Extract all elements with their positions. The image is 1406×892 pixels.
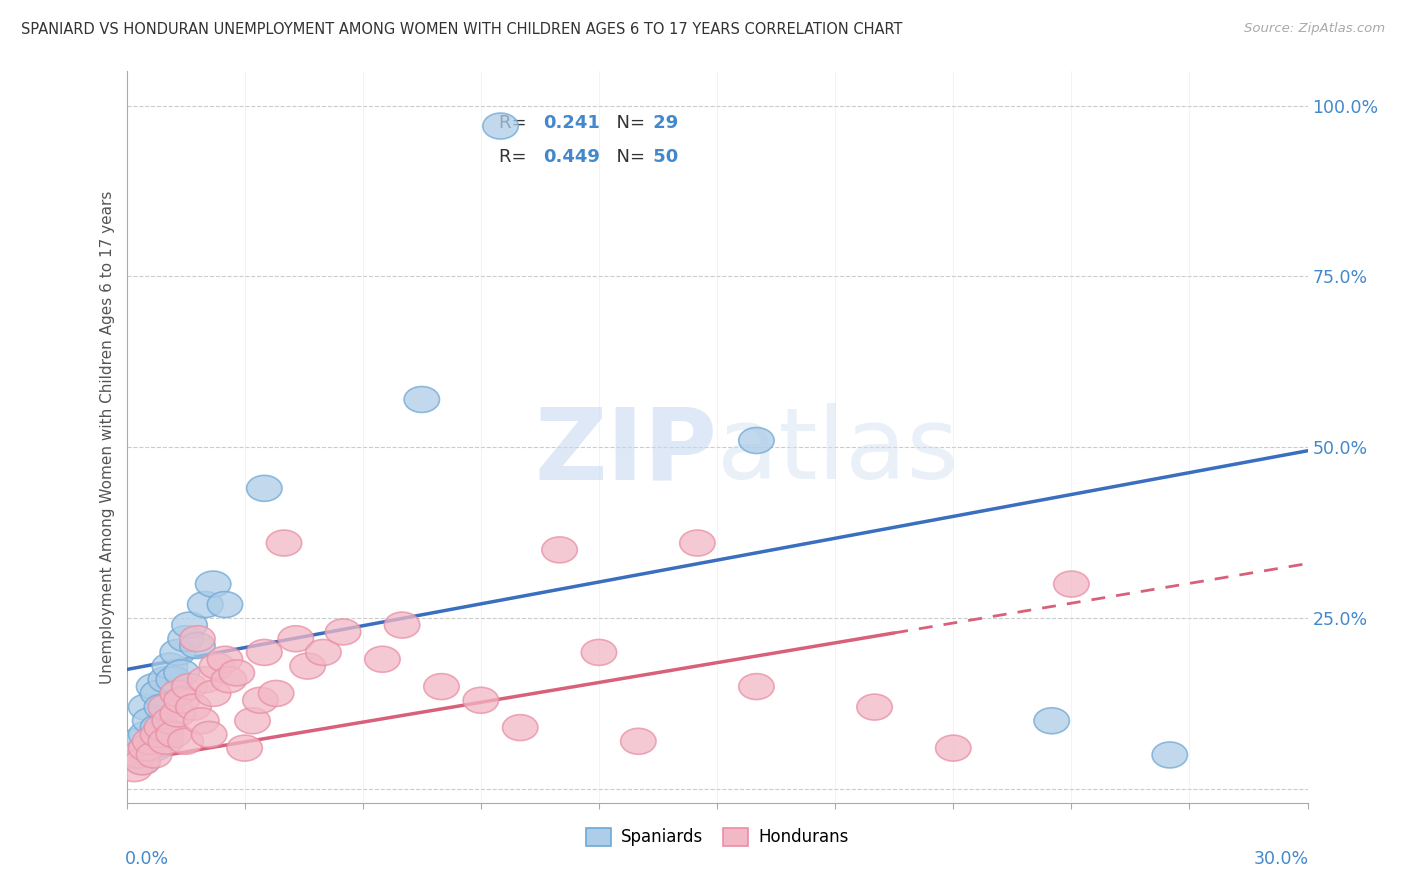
Ellipse shape: [117, 742, 152, 768]
Ellipse shape: [207, 647, 243, 673]
Ellipse shape: [152, 653, 187, 679]
Text: R=: R=: [499, 114, 531, 132]
Ellipse shape: [148, 722, 184, 747]
Text: Source: ZipAtlas.com: Source: ZipAtlas.com: [1244, 22, 1385, 36]
Ellipse shape: [132, 728, 167, 755]
Ellipse shape: [180, 632, 215, 658]
Ellipse shape: [117, 756, 152, 781]
Ellipse shape: [191, 722, 226, 747]
Ellipse shape: [1152, 742, 1188, 768]
Ellipse shape: [1033, 707, 1070, 734]
Ellipse shape: [738, 673, 775, 699]
Ellipse shape: [141, 681, 176, 706]
Ellipse shape: [128, 722, 165, 747]
Ellipse shape: [243, 687, 278, 714]
Ellipse shape: [136, 673, 172, 699]
Ellipse shape: [581, 640, 617, 665]
Ellipse shape: [125, 748, 160, 775]
Text: R=: R=: [499, 148, 531, 166]
Ellipse shape: [364, 647, 401, 673]
Text: ZIP: ZIP: [534, 403, 717, 500]
Ellipse shape: [128, 735, 165, 761]
Ellipse shape: [187, 666, 224, 693]
Text: 0.449: 0.449: [544, 148, 600, 166]
Y-axis label: Unemployment Among Women with Children Ages 6 to 17 years: Unemployment Among Women with Children A…: [100, 190, 115, 684]
Ellipse shape: [290, 653, 325, 679]
Ellipse shape: [176, 694, 211, 720]
Ellipse shape: [502, 714, 538, 740]
Ellipse shape: [167, 626, 204, 652]
Text: 30.0%: 30.0%: [1254, 850, 1309, 868]
Ellipse shape: [541, 537, 578, 563]
Ellipse shape: [195, 571, 231, 597]
Ellipse shape: [148, 728, 184, 755]
Ellipse shape: [141, 714, 176, 740]
Text: 0.241: 0.241: [544, 114, 600, 132]
Ellipse shape: [278, 626, 314, 652]
Ellipse shape: [266, 530, 302, 556]
Ellipse shape: [152, 707, 187, 734]
Ellipse shape: [620, 728, 657, 755]
Ellipse shape: [136, 742, 172, 768]
Ellipse shape: [156, 722, 191, 747]
Ellipse shape: [165, 687, 200, 714]
Ellipse shape: [404, 386, 440, 412]
Ellipse shape: [226, 735, 263, 761]
Ellipse shape: [132, 707, 167, 734]
Ellipse shape: [207, 591, 243, 617]
Text: N=: N=: [605, 148, 645, 166]
Ellipse shape: [180, 626, 215, 652]
Ellipse shape: [121, 742, 156, 768]
Text: N=: N=: [605, 114, 645, 132]
Ellipse shape: [200, 653, 235, 679]
Text: SPANIARD VS HONDURAN UNEMPLOYMENT AMONG WOMEN WITH CHILDREN AGES 6 TO 17 YEARS C: SPANIARD VS HONDURAN UNEMPLOYMENT AMONG …: [21, 22, 903, 37]
Ellipse shape: [423, 673, 460, 699]
Ellipse shape: [679, 530, 716, 556]
Ellipse shape: [195, 681, 231, 706]
Text: 50: 50: [647, 148, 679, 166]
Ellipse shape: [246, 475, 283, 501]
Ellipse shape: [148, 666, 184, 693]
Ellipse shape: [305, 640, 342, 665]
Ellipse shape: [165, 660, 200, 686]
Ellipse shape: [160, 701, 195, 727]
Ellipse shape: [160, 681, 195, 706]
Ellipse shape: [156, 666, 191, 693]
Ellipse shape: [141, 722, 176, 747]
Ellipse shape: [219, 660, 254, 686]
Ellipse shape: [856, 694, 893, 720]
Text: atlas: atlas: [717, 403, 959, 500]
Ellipse shape: [172, 612, 207, 638]
Ellipse shape: [184, 707, 219, 734]
Ellipse shape: [1053, 571, 1090, 597]
Legend: Spaniards, Hondurans: Spaniards, Hondurans: [579, 821, 855, 853]
Text: 0.0%: 0.0%: [125, 850, 170, 868]
Ellipse shape: [246, 640, 283, 665]
Ellipse shape: [172, 673, 207, 699]
Ellipse shape: [125, 748, 160, 775]
Ellipse shape: [145, 714, 180, 740]
Ellipse shape: [259, 681, 294, 706]
Ellipse shape: [145, 694, 180, 720]
Ellipse shape: [128, 694, 165, 720]
Ellipse shape: [384, 612, 420, 638]
Ellipse shape: [738, 427, 775, 453]
Ellipse shape: [211, 666, 246, 693]
Ellipse shape: [482, 113, 519, 139]
Ellipse shape: [148, 694, 184, 720]
Ellipse shape: [187, 591, 224, 617]
Ellipse shape: [121, 728, 156, 755]
Ellipse shape: [935, 735, 972, 761]
Ellipse shape: [235, 707, 270, 734]
Ellipse shape: [167, 728, 204, 755]
Ellipse shape: [325, 619, 361, 645]
Ellipse shape: [463, 687, 499, 714]
Text: 29: 29: [647, 114, 679, 132]
Ellipse shape: [160, 640, 195, 665]
Ellipse shape: [136, 735, 172, 761]
